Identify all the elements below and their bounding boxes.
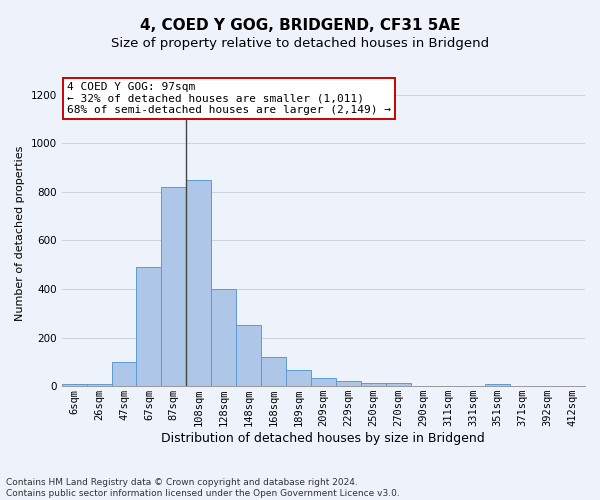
Bar [86, 384, 112, 386]
Text: Contains HM Land Registry data © Crown copyright and database right 2024.
Contai: Contains HM Land Registry data © Crown c… [6, 478, 400, 498]
Bar [112, 362, 136, 386]
Bar [261, 357, 286, 386]
Text: 4 COED Y GOG: 97sqm
← 32% of detached houses are smaller (1,011)
68% of semi-det: 4 COED Y GOG: 97sqm ← 32% of detached ho… [67, 82, 391, 114]
Bar [236, 326, 261, 386]
Bar [136, 267, 161, 386]
Bar [311, 378, 336, 386]
Bar [286, 370, 311, 386]
Bar [361, 383, 386, 386]
Bar [62, 384, 86, 386]
Bar [186, 180, 211, 386]
Bar [386, 383, 410, 386]
Text: 4, COED Y GOG, BRIDGEND, CF31 5AE: 4, COED Y GOG, BRIDGEND, CF31 5AE [140, 18, 460, 32]
Bar [336, 381, 361, 386]
Text: Size of property relative to detached houses in Bridgend: Size of property relative to detached ho… [111, 38, 489, 51]
Y-axis label: Number of detached properties: Number of detached properties [15, 146, 25, 321]
X-axis label: Distribution of detached houses by size in Bridgend: Distribution of detached houses by size … [161, 432, 485, 445]
Bar [211, 289, 236, 386]
Bar [161, 187, 186, 386]
Bar [485, 384, 510, 386]
